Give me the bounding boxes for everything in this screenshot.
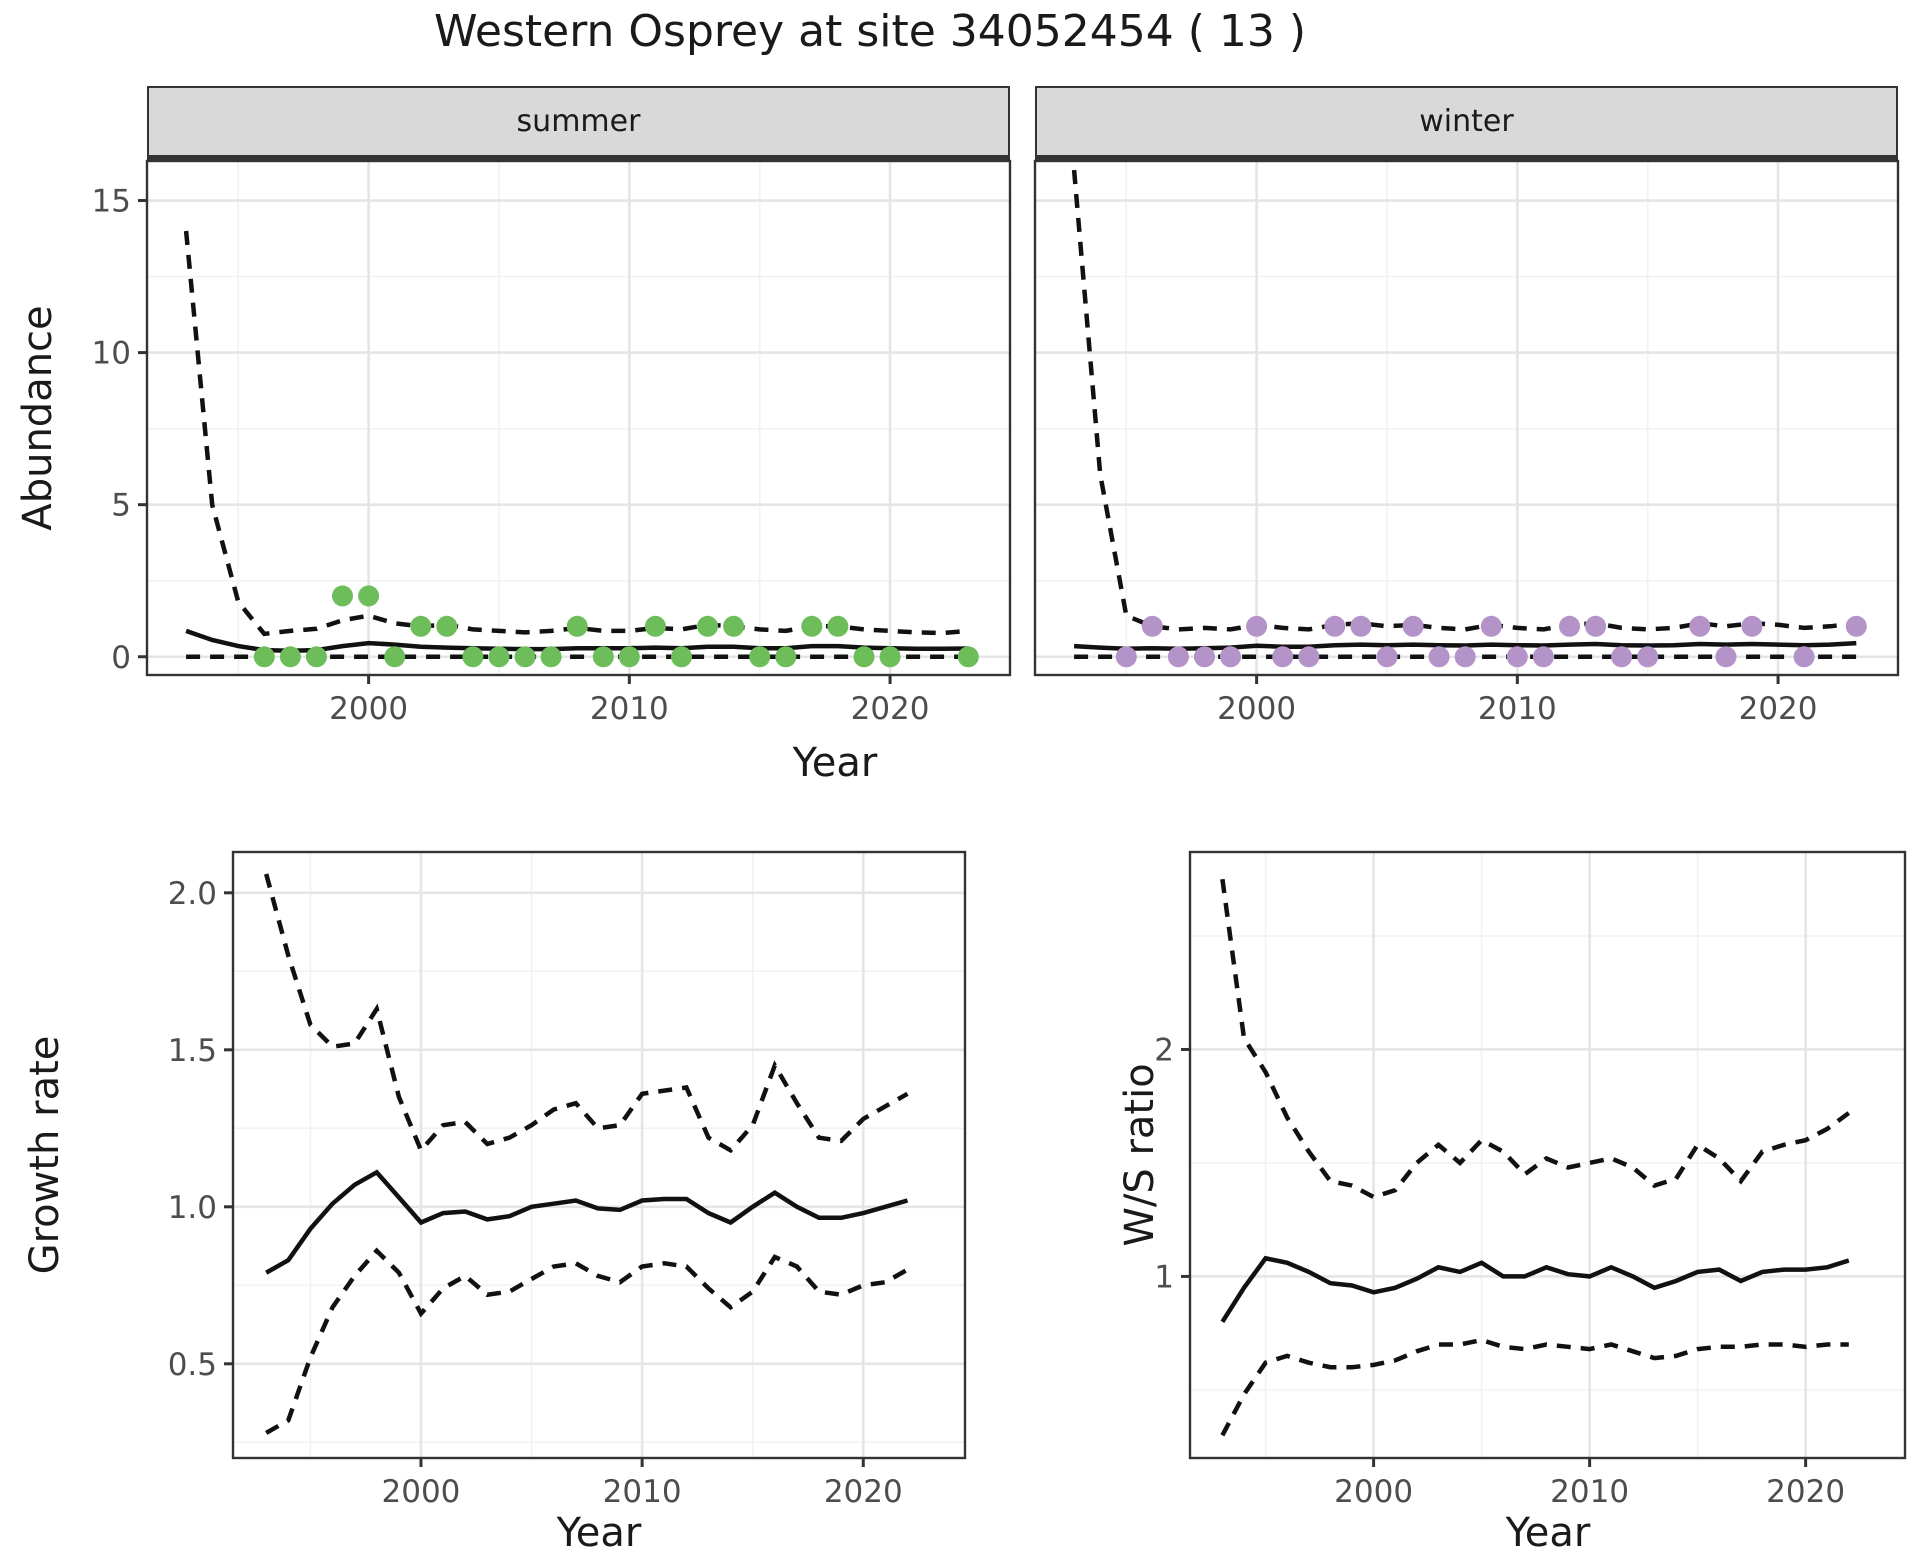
y-axis-title-abundance: Abundance: [15, 305, 61, 531]
observation-point: [697, 615, 719, 637]
x-tick-label: 2020: [1739, 691, 1818, 727]
x-tick-label: 2010: [1478, 691, 1557, 727]
observation-point: [1793, 646, 1815, 668]
x-tick-label: 2000: [1217, 691, 1296, 727]
x-tick-label: 2000: [1334, 1474, 1413, 1510]
observation-point: [1402, 615, 1424, 637]
observation-point: [1480, 615, 1502, 637]
observation-point: [801, 615, 823, 637]
y-tick-label: 1.5: [168, 1033, 217, 1069]
observation-point: [853, 646, 875, 668]
observation-point: [1845, 615, 1867, 637]
observation-point: [514, 646, 536, 668]
y-axis-title-ws-ratio: W/S ratio: [1117, 1063, 1163, 1247]
x-tick-label: 2020: [851, 691, 930, 727]
observation-point: [827, 615, 849, 637]
observation-point: [436, 615, 458, 637]
observation-point: [1689, 615, 1711, 637]
panel-abundance-summer: 2000 2010 2020 0 5 10 15: [92, 159, 1012, 727]
observation-point: [306, 646, 327, 668]
y-tick-label: 2: [1154, 1032, 1174, 1068]
observation-point: [1715, 646, 1737, 668]
ci-upper-line: [1071, 169, 1857, 632]
chart-title: Western Osprey at site 34052454 ( 13 ): [433, 6, 1307, 57]
y-tick-label: 5: [111, 488, 131, 524]
y-tick-label: 10: [92, 336, 131, 372]
observation-point: [957, 646, 979, 668]
x-tick-label: 2010: [590, 691, 669, 727]
observation-point: [384, 646, 406, 668]
observation-point: [1350, 615, 1372, 637]
observation-point: [279, 646, 301, 668]
observation-point: [1428, 646, 1450, 668]
observation-point: [253, 646, 275, 668]
facet-strip-winter: winter: [1035, 86, 1898, 161]
observation-point: [1611, 646, 1633, 668]
observation-point: [879, 646, 901, 668]
ci-lower-line: [1220, 1337, 1849, 1437]
x-axis-title-abundance: Year: [792, 740, 878, 786]
observation-point: [1324, 615, 1346, 637]
median-line: [265, 1169, 909, 1275]
x-tick-label: 2000: [329, 691, 408, 727]
y-tick-label: 0: [111, 640, 131, 676]
y-tick-label: 1.0: [168, 1190, 217, 1226]
observation-point: [592, 646, 614, 668]
observation-point: [1115, 646, 1137, 668]
panel-abundance-winter: 2000 2010 2020: [1033, 159, 1900, 727]
observation-point: [644, 615, 666, 637]
y-tick-label: 1: [1154, 1259, 1174, 1295]
y-tick-label: 0.5: [168, 1347, 217, 1383]
facet-strip-summer: summer: [147, 86, 1010, 161]
x-tick-label: 2020: [824, 1474, 903, 1510]
observation-point: [1506, 646, 1528, 668]
y-axis-title-growth-rate: Growth rate: [22, 1035, 68, 1275]
observation-point: [1246, 615, 1268, 637]
ci-upper-line: [264, 873, 909, 1155]
observation-point: [1637, 646, 1659, 668]
x-axis-title-ws-ratio: Year: [1505, 1510, 1591, 1556]
observation-point: [566, 615, 588, 637]
observation-point: [1298, 646, 1320, 668]
observation-point: [540, 646, 562, 668]
observation-point: [1272, 646, 1294, 668]
observation-point: [723, 615, 745, 637]
median-line: [1220, 1255, 1850, 1324]
ci-lower-line: [265, 1247, 909, 1435]
ci-upper-line: [1220, 878, 1851, 1200]
observation-point: [1454, 646, 1476, 668]
observation-point: [1194, 646, 1215, 668]
observation-point: [488, 646, 510, 668]
x-tick-label: 2020: [1766, 1474, 1845, 1510]
observation-point: [749, 646, 771, 668]
y-tick-label: 2.0: [168, 876, 217, 912]
observation-point: [358, 585, 380, 607]
observation-point: [1532, 646, 1554, 668]
y-tick-label: 15: [92, 184, 131, 220]
observation-point: [462, 646, 484, 668]
observation-point: [618, 646, 640, 668]
panel-growth-rate: 2000 2010 2020 0.5 1.0 1.5 2.0: [168, 850, 967, 1510]
x-tick-label: 2010: [603, 1474, 682, 1510]
observation-point: [410, 615, 432, 637]
x-tick-label: 2010: [1550, 1474, 1629, 1510]
observation-point: [671, 646, 692, 668]
observation-point: [775, 646, 797, 668]
observation-point: [1220, 646, 1241, 668]
x-axis-title-growth-rate: Year: [556, 1510, 642, 1556]
observation-point: [1167, 646, 1189, 668]
observation-point: [332, 585, 353, 607]
x-tick-label: 2000: [382, 1474, 461, 1510]
observation-point: [1741, 615, 1763, 637]
observation-point: [1141, 615, 1163, 637]
observation-point: [1585, 615, 1607, 637]
observation-point: [1376, 646, 1398, 668]
panel-ws-ratio: 2000 2010 2020 1 2: [1154, 850, 1907, 1510]
observation-point: [1559, 615, 1580, 637]
